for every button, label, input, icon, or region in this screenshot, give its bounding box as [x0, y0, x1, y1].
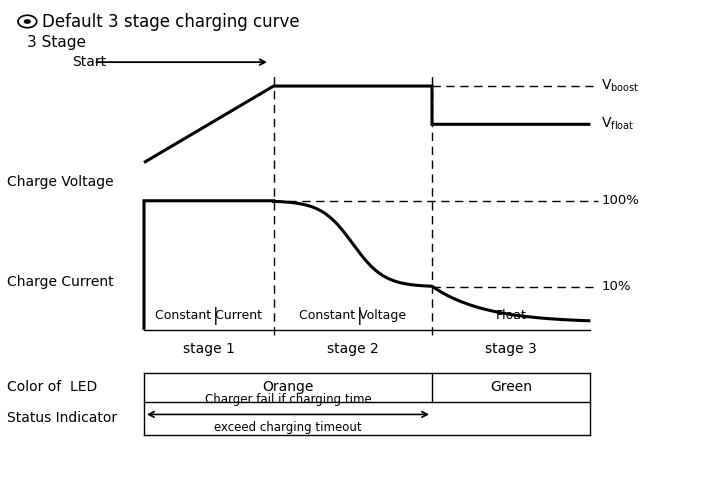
Text: stage 3: stage 3: [485, 342, 537, 356]
Text: exceed charging timeout: exceed charging timeout: [214, 421, 362, 435]
Text: Status Indicator: Status Indicator: [7, 411, 117, 425]
Text: Green: Green: [490, 380, 532, 394]
Circle shape: [24, 19, 31, 24]
Text: Charge Current: Charge Current: [7, 275, 114, 289]
Text: Default 3 stage charging curve: Default 3 stage charging curve: [42, 12, 300, 31]
Text: 10%: 10%: [601, 280, 631, 293]
Text: Constant Current: Constant Current: [156, 309, 262, 322]
Text: stage 2: stage 2: [327, 342, 379, 356]
Text: V$_{\rm boost}$: V$_{\rm boost}$: [601, 78, 639, 94]
Text: Color of  LED: Color of LED: [7, 380, 97, 394]
Text: Constant Voltage: Constant Voltage: [300, 309, 406, 322]
Text: Charge Voltage: Charge Voltage: [7, 174, 114, 189]
Text: stage 1: stage 1: [183, 342, 235, 356]
Text: Float: Float: [496, 309, 526, 322]
Text: 3 Stage: 3 Stage: [27, 34, 86, 50]
Text: |: |: [356, 307, 362, 325]
Text: 100%: 100%: [601, 194, 639, 207]
Text: Charger fail if charging time: Charger fail if charging time: [204, 393, 372, 406]
Text: V$_{\rm float}$: V$_{\rm float}$: [601, 116, 634, 132]
Text: Orange: Orange: [262, 380, 314, 394]
Text: |: |: [212, 307, 218, 325]
Text: Start: Start: [72, 55, 106, 69]
